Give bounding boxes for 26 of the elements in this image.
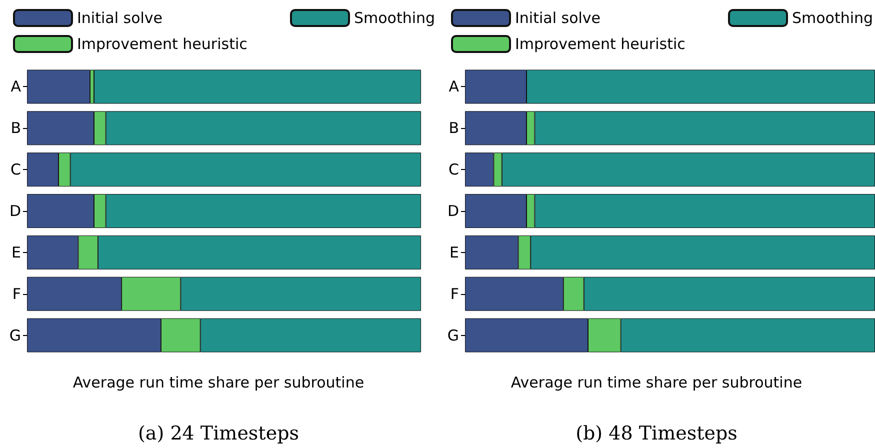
y-tick-label: F bbox=[450, 284, 459, 303]
y-tick-label: B bbox=[10, 119, 21, 138]
y-tick-label: E bbox=[12, 243, 21, 262]
legend-label: Smoothing bbox=[792, 9, 874, 27]
legend-label: Smoothing bbox=[354, 9, 436, 27]
y-tick-label: D bbox=[447, 202, 459, 220]
y-tick-label: A bbox=[10, 78, 22, 96]
y-tick-label: D bbox=[9, 202, 21, 220]
x-axis-title: Average run time share per subroutine bbox=[72, 374, 364, 392]
y-tick-label: C bbox=[448, 160, 459, 179]
legend-label: Improvement heuristic bbox=[515, 35, 686, 53]
y-tick-label: G bbox=[447, 326, 459, 344]
bar bbox=[27, 70, 90, 104]
legend-label: Initial solve bbox=[77, 9, 163, 27]
x-axis-title: Average run time share per subroutine bbox=[510, 374, 802, 392]
y-tick-label: G bbox=[9, 326, 21, 344]
y-tick-label: E bbox=[450, 243, 459, 262]
bar bbox=[94, 70, 421, 104]
legend-label: Improvement heuristic bbox=[77, 35, 248, 53]
y-tick-label: F bbox=[12, 284, 21, 303]
text: (a) 24 Timesteps bbox=[138, 422, 299, 444]
y-tick-label: A bbox=[448, 78, 460, 96]
y-tick-label: C bbox=[10, 160, 21, 179]
text: (b) 48 Timesteps bbox=[576, 422, 738, 444]
legend-label: Initial solve bbox=[515, 9, 601, 27]
y-tick-label: B bbox=[448, 119, 459, 138]
